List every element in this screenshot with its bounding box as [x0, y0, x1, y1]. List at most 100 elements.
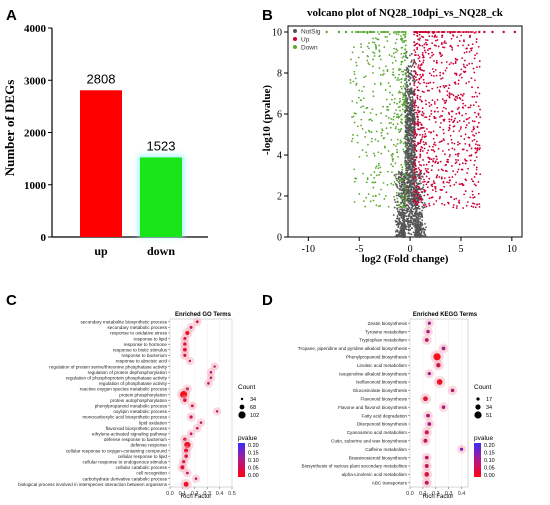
volcano-point-down — [366, 45, 369, 48]
volcano-point-down — [381, 128, 384, 131]
volcano-point-up — [418, 67, 421, 70]
volcano-point-up — [454, 162, 457, 165]
volcano-point-down — [392, 115, 395, 118]
volcano-point-down — [402, 98, 404, 101]
volcano-point-down — [386, 106, 388, 108]
volcano-point-down — [389, 126, 392, 129]
volcano-point-up — [458, 74, 461, 77]
volcano-point-up — [463, 71, 466, 74]
volcano-xtick-label: 5 — [458, 244, 463, 255]
volcano-point-notsig — [412, 214, 415, 217]
go-point — [184, 441, 191, 449]
volcano-point-notsig — [408, 116, 410, 119]
volcano-point-down — [399, 109, 401, 112]
volcano-point-up — [428, 204, 431, 207]
volcano-point-up — [433, 44, 436, 47]
volcano-point-down — [400, 63, 403, 66]
volcano-point-down — [400, 77, 403, 80]
volcano-point-notsig — [392, 214, 395, 216]
volcano-point-up — [423, 136, 426, 138]
volcano-point-up — [416, 89, 419, 92]
volcano-point-up — [442, 72, 445, 75]
volcano-point-up — [471, 47, 473, 50]
volcano-point-notsig — [410, 151, 413, 154]
volcano-point-up — [427, 180, 430, 183]
volcano-point-notsig — [411, 99, 413, 102]
volcano-point-notsig — [422, 184, 425, 186]
volcano-point-down — [362, 172, 364, 175]
kegg-term-label: Fatty acid degradation — [362, 413, 408, 418]
volcano-point-up — [464, 66, 467, 69]
volcano-point-up — [452, 170, 455, 173]
volcano-point-notsig — [408, 118, 411, 121]
volcano-point-up — [449, 44, 452, 47]
volcano-point-notsig — [397, 226, 400, 228]
volcano-point-notsig — [413, 150, 415, 153]
volcano-legend-label: Down — [301, 45, 318, 52]
volcano-point-up — [432, 81, 435, 84]
volcano-point-up — [413, 49, 416, 52]
volcano-point-notsig — [421, 235, 424, 237]
volcano-point-up — [424, 31, 427, 33]
volcano-point-down — [364, 131, 367, 134]
volcano-point-down — [350, 140, 353, 143]
volcano-ytick-label: 4 — [277, 151, 282, 162]
volcano-point-notsig — [419, 218, 421, 220]
go-point — [183, 353, 187, 357]
volcano-point-down — [404, 103, 407, 106]
volcano-point-up — [471, 193, 474, 196]
volcano-point-notsig — [407, 127, 409, 130]
volcano-point-down — [396, 123, 399, 125]
volcano-point-down — [383, 72, 385, 75]
volcano-point-notsig — [410, 52, 413, 55]
volcano-point-notsig — [405, 226, 407, 229]
volcano-point-notsig — [408, 161, 411, 164]
go-term-label: response to bacterium — [122, 353, 168, 358]
volcano-point-up — [424, 132, 427, 135]
volcano-point-notsig — [409, 103, 412, 106]
volcano-point-up — [423, 188, 425, 191]
volcano-point-up — [418, 161, 420, 163]
volcano-point-down — [405, 91, 407, 93]
go-term-label: secondary metabolite biosynthetic proces… — [80, 320, 167, 325]
volcano-point-up — [413, 41, 416, 44]
volcano-point-down — [404, 197, 407, 200]
volcano-point-up — [478, 205, 481, 208]
volcano-point-up — [445, 42, 447, 45]
volcano-point-down — [385, 127, 388, 130]
volcano-point-notsig — [410, 87, 413, 90]
volcano-point-up — [465, 51, 468, 53]
volcano-point-down — [373, 154, 376, 157]
volcano-point-up — [479, 147, 481, 149]
volcano-point-notsig — [397, 235, 400, 238]
volcano-point-notsig — [410, 188, 413, 191]
volcano-point-up — [448, 179, 451, 182]
volcano-point-up — [445, 61, 448, 63]
volcano-point-down — [387, 150, 390, 152]
volcano-point-up — [470, 77, 473, 80]
volcano-point-notsig — [423, 235, 426, 238]
volcano-point-notsig — [406, 204, 409, 207]
kegg-pvalue-legend-label: 0.05 — [484, 466, 495, 472]
go-point — [183, 398, 187, 402]
volcano-point-down — [400, 60, 403, 63]
volcano-point-down — [398, 90, 401, 93]
volcano-point-down — [400, 85, 402, 88]
volcano-point-notsig — [411, 182, 414, 185]
volcano-point-up — [437, 31, 440, 33]
volcano-point-notsig — [406, 91, 409, 94]
volcano-point-notsig — [411, 119, 414, 122]
volcano-point-notsig — [415, 227, 418, 230]
volcano-point-up — [421, 111, 424, 113]
volcano-point-up — [456, 153, 459, 155]
volcano-point-up — [416, 86, 419, 89]
volcano-point-notsig — [418, 229, 421, 232]
go-pvalue-legend-label: 0.10 — [248, 458, 259, 464]
volcano-point-notsig — [395, 184, 398, 186]
go-point — [183, 337, 187, 341]
volcano-point-down — [402, 204, 405, 207]
volcano-point-up — [461, 114, 464, 117]
volcano-point-up — [450, 61, 452, 64]
volcano-point-up — [449, 184, 452, 187]
volcano-point-up — [425, 103, 427, 106]
